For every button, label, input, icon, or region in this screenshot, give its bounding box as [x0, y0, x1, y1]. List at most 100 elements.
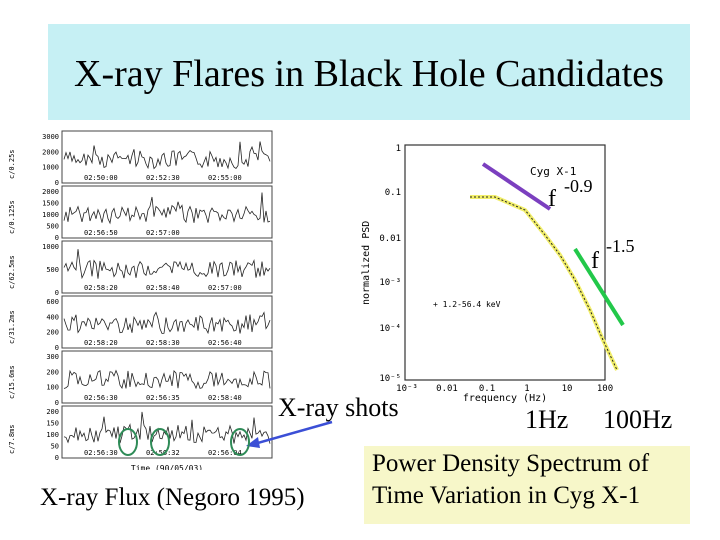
lightcurve-ytick: 0 — [55, 289, 59, 297]
lightcurve-ytick: 500 — [46, 266, 59, 274]
lightcurve-time: 02:58:30 — [146, 339, 180, 347]
xray-shots-label: X-ray shots — [278, 393, 399, 422]
lightcurve-ylabel: c/15.6ms — [8, 365, 16, 399]
lightcurve-time: 02:57:00 — [208, 284, 242, 292]
psd-xtick: 1 — [524, 384, 529, 394]
lightcurve-ytick: 50 — [51, 443, 59, 451]
psd-source-label: Cyg X-1 — [530, 165, 576, 178]
lightcurve-time: 02:57:00 — [146, 229, 180, 237]
lightcurve-panel — [61, 130, 273, 184]
lightcurve-time: 02:52:30 — [146, 174, 180, 182]
lightcurve-ytick: 100 — [46, 384, 59, 392]
lightcurve-ytick: 1500 — [42, 200, 59, 208]
lightcurve-panel — [61, 295, 273, 349]
psd-xtick: 100 — [597, 384, 613, 394]
lightcurve-ylabel: c/31.2ms — [8, 310, 16, 344]
lightcurve-ytick: 500 — [46, 223, 59, 231]
lightcurve-trace — [63, 249, 271, 280]
psd-ytick: 10⁻⁴ — [379, 324, 401, 334]
slope-line-0p9 — [481, 162, 552, 211]
lightcurve-time: 02:55:00 — [208, 174, 242, 182]
lightcurve-panel — [61, 405, 273, 459]
lightcurve-ytick: 3000 — [42, 133, 59, 141]
lightcurve-time: 02:58:40 — [146, 284, 180, 292]
slope1-exponent: -0.9 — [564, 176, 593, 196]
lightcurve-time: 02:56:30 — [84, 394, 118, 402]
lightcurve-time: 02:56:50 — [84, 229, 118, 237]
lightcurve-ylabel: c/62.5ms — [8, 255, 16, 289]
lightcurve-ytick: 1000 — [42, 211, 59, 219]
lightcurve-ytick: 200 — [46, 329, 59, 337]
lightcurve-ytick: 0 — [55, 344, 59, 352]
shot-circle — [230, 428, 250, 456]
lightcurve-ylabel: c/0.125s — [8, 200, 16, 234]
lightcurve-ytick: 200 — [46, 408, 59, 416]
psd-legend: + 1.2-56.4 keV — [433, 300, 501, 309]
psd-figure: 1 0.1 0.01 10⁻³ 10⁻⁴ 10⁻⁵ normalized PSD… — [361, 144, 625, 404]
lightcurve-ytick: 100 — [46, 431, 59, 439]
lightcurve-time: 02:58:40 — [208, 394, 242, 402]
psd-ytick: 10⁻³ — [379, 278, 401, 288]
lightcurve-time: 02:50:00 — [84, 174, 118, 182]
lightcurve-time: 02:56:32 — [146, 449, 180, 457]
lightcurve-trace — [63, 141, 271, 170]
lightcurve-panel — [61, 240, 273, 294]
lightcurve-trace — [63, 192, 271, 225]
psd-xtick: 10⁻³ — [396, 384, 418, 394]
lightcurve-ylabel: c/0.25s — [8, 149, 16, 179]
flux-caption: X-ray Flux (Negoro 1995) — [40, 484, 305, 511]
lightcurve-ytick: 0 — [55, 234, 59, 242]
slope2-exponent: -1.5 — [606, 236, 635, 256]
lightcurve-ytick: 0 — [55, 399, 59, 407]
lightcurve-ytick: 0 — [55, 454, 59, 462]
lightcurve-panel — [61, 185, 273, 239]
lightcurve-trace — [63, 411, 271, 444]
lightcurve-ytick: 400 — [46, 313, 59, 321]
lightcurve-ytick: 2000 — [42, 148, 59, 156]
lightcurve-time: 02:56:30 — [84, 449, 118, 457]
lightcurve-ytick: 600 — [46, 298, 59, 306]
psd-xtick: 0.01 — [436, 384, 458, 394]
shot-markers — [118, 428, 250, 456]
lightcurve-xlabel: Time (90/05/03) — [131, 464, 203, 470]
psd-caption-box: Power Density Spectrum of Time Variation… — [364, 446, 690, 524]
psd-xtick: 0.1 — [479, 384, 495, 394]
lightcurve-time: 02:56:04 — [208, 449, 242, 457]
lightcurve-ytick: 0 — [55, 179, 59, 187]
lightcurve-ytick: 300 — [46, 353, 59, 361]
psd-ytick: 0.01 — [379, 234, 401, 244]
psd-spectrum-band — [470, 195, 619, 371]
psd-ylabel: normalized PSD — [361, 221, 372, 305]
freq-1hz-label: 1Hz — [525, 405, 569, 434]
psd-axes-box — [404, 144, 606, 381]
lightcurve-time: 02:58:20 — [84, 339, 118, 347]
title-banner: X-ray Flares in Black Hole Candidates — [48, 24, 690, 120]
psd-xlabel: frequency (Hz) — [463, 393, 547, 404]
lightcurve-ytick: 2000 — [42, 188, 59, 196]
psd-caption-line1: Power Density Spectrum of — [372, 450, 650, 477]
lightcurve-ytick: 1000 — [42, 243, 59, 251]
psd-ytick: 10⁻⁵ — [379, 374, 401, 384]
lightcurve-ylabel: c/7.8ms — [8, 424, 16, 454]
freq-100hz-label: 100Hz — [603, 405, 673, 434]
slope2-f: f — [591, 248, 599, 274]
lightcurve-panel — [61, 350, 273, 404]
slope1-f: f — [548, 186, 556, 212]
psd-ytick: 1 — [396, 144, 401, 154]
psd-ytick: 0.1 — [385, 188, 401, 198]
psd-caption-line2: Time Variation in Cyg X-1 — [372, 482, 641, 509]
lightcurve-trace — [63, 369, 271, 390]
slide-title: X-ray Flares in Black Hole Candidates — [74, 53, 664, 95]
shot-circle — [150, 428, 170, 456]
psd-xtick: 10 — [562, 384, 573, 394]
lightcurve-ytick: 150 — [46, 420, 59, 428]
shot-circle — [118, 428, 138, 456]
lightcurve-time: 02:56:35 — [146, 394, 180, 402]
slope-line-1p5 — [573, 247, 625, 327]
lightcurve-time: 02:58:20 — [84, 284, 118, 292]
lightcurve-trace — [63, 311, 271, 335]
lightcurve-time: 02:56:40 — [208, 339, 242, 347]
lightcurve-ytick: 200 — [46, 368, 59, 376]
lightcurve-ytick: 1000 — [42, 164, 59, 172]
